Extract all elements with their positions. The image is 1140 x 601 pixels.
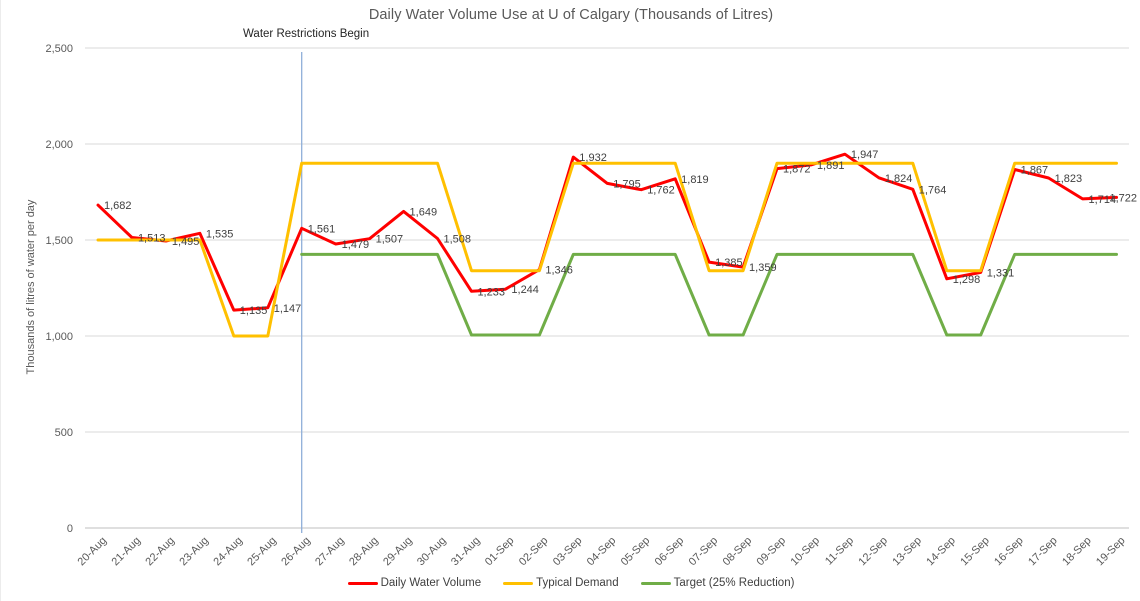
data-label: 1,331 [987,267,1015,279]
y-tick-label: 0 [67,523,73,535]
annotation-water-restrictions: Water Restrictions Begin [243,28,370,40]
data-label: 1,535 [206,228,234,240]
x-tick-label: 19-Sep [1094,535,1128,569]
data-label: 1,682 [104,200,132,212]
data-label: 1,346 [545,265,573,277]
data-label: 1,714 [1089,194,1117,206]
chart-title: Daily Water Volume Use at U of Calgary (… [368,7,774,23]
data-label: 1,479 [342,239,370,251]
x-tick-label: 12-Sep [856,535,890,569]
data-label: 1,298 [953,274,981,286]
legend-item-target-reduction: Target (25% Reduction) [640,577,795,589]
data-label: 1,947 [851,149,879,161]
x-tick-label: 22-Aug [143,535,177,569]
x-tick-label: 16-Sep [992,535,1026,569]
data-label: 1,823 [1055,173,1083,185]
x-tick-label: 30-Aug [415,535,449,569]
data-label: 1,795 [613,178,641,190]
y-tick-label: 1,500 [45,235,73,247]
x-tick-label: 25-Aug [245,535,279,569]
data-label: 1,233 [477,286,505,298]
data-label: 1,649 [410,206,438,218]
y-tick-label: 1,000 [45,331,73,343]
legend-label: Typical Demand [536,577,619,589]
x-tick-label: 10-Sep [788,535,822,569]
x-tick-label: 01-Sep [483,535,517,569]
data-label: 1,932 [579,152,607,164]
x-tick-label: 11-Sep [823,535,856,568]
x-tick-label: 03-Sep [551,535,585,569]
data-label: 1,147 [274,303,302,315]
series-line-typical-demand [96,161,1118,338]
green-line-swatch-icon [640,581,671,585]
x-tick-label: 31-Aug [449,535,483,569]
x-tick-label: 29-Aug [381,535,415,569]
x-tick-label: 08-Sep [721,535,755,569]
legend-item-typical-demand: Typical Demand [503,577,619,589]
legend-item-daily-water-volume: Daily Water Volume [347,577,482,589]
x-tick-label: 15-Sep [958,535,992,569]
x-tick-label: 09-Sep [755,535,789,569]
x-tick-label: 24-Aug [211,535,245,569]
data-label: 1,824 [885,173,913,185]
data-label: 1,359 [749,262,777,274]
data-label: 1,891 [817,160,845,172]
data-label: 1,762 [647,185,675,197]
y-tick-label: 500 [55,427,73,439]
x-tick-label: 07-Sep [687,535,721,569]
data-label: 1,513 [138,233,166,245]
data-label: 1,507 [376,234,404,246]
x-tick-label: 27-Aug [313,535,347,569]
series-line-daily-water-volume [96,152,1118,312]
data-label: 1,764 [919,184,947,196]
data-label: 1,867 [1021,165,1049,177]
x-tick-label: 28-Aug [347,535,381,569]
data-label: 1,244 [511,284,539,296]
data-label: 1,385 [715,257,743,269]
legend-label: Target (25% Reduction) [673,577,795,589]
y-tick-label: 2,500 [45,43,73,55]
data-label: 1,508 [444,233,472,245]
legend-label: Daily Water Volume [380,577,482,589]
data-label: 1,495 [172,236,200,248]
data-label: 1,135 [240,305,268,317]
x-tick-label: 17-Sep [1026,535,1060,569]
x-tick-label: 18-Sep [1060,535,1094,569]
x-tick-label: 06-Sep [653,535,687,569]
x-tick-label: 20-Aug [76,535,110,569]
data-label: 1,561 [308,223,336,235]
data-label: 1,872 [783,164,811,176]
red-line-swatch-icon [347,581,378,585]
x-tick-label: 23-Aug [177,535,211,569]
y-tick-label: 2,000 [45,139,73,151]
x-tick-label: 05-Sep [619,535,653,569]
data-label: 1,819 [681,174,709,186]
x-tick-label: 14-Sep [924,535,958,569]
x-tick-label: 13-Sep [890,535,924,569]
legend: Daily Water Volume Typical Demand Target… [1,572,1140,594]
x-tick-label: 26-Aug [279,535,313,569]
series-line-target-25-reduction [300,252,1118,337]
x-tick-label: 04-Sep [585,535,619,569]
data-label: 1,722 [1110,192,1138,204]
yellow-line-swatch-icon [503,581,534,585]
x-tick-label: 02-Sep [517,535,551,569]
x-tick-label: 21-Aug [109,535,143,569]
